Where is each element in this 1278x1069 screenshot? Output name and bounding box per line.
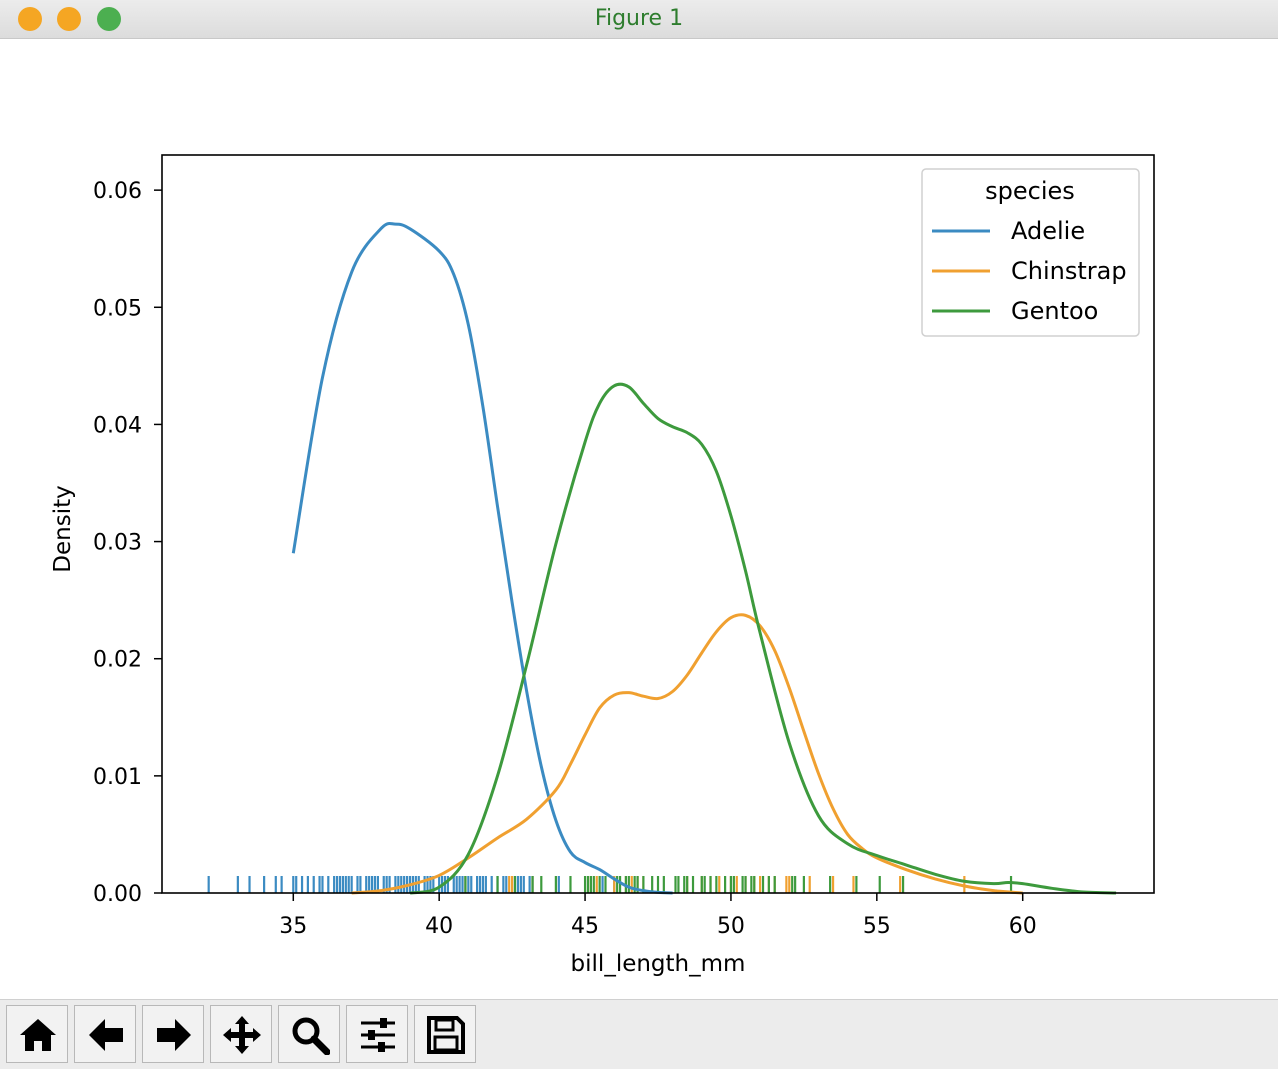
legend-label-gentoo: Gentoo [1011,297,1098,325]
arrow-left-icon [89,1019,123,1051]
legend-label-chinstrap: Chinstrap [1011,257,1127,285]
close-window-button[interactable] [18,7,42,31]
y-tick-label: 0.03 [93,531,142,556]
figure-canvas[interactable]: 35 40 45 50 55 60 0.00 0.01 0.02 0.03 0.04 0.05 0.0… [0,39,1278,999]
x-tick-label: 40 [425,914,453,939]
density-plot: 35 40 45 50 55 60 0.000.010.020.030.040.050.0… [50,154,1155,977]
x-tick-label: 60 [1009,914,1037,939]
navigation-toolbar [0,999,1278,1069]
zoom-window-button[interactable] [97,7,121,31]
y-tick-label: 0.06 [93,179,142,204]
forward-button[interactable] [142,1005,204,1063]
series-line-chinstrap [351,613,1023,895]
y-axis: 0.00 0.01 0.02 0.03 0.04 0.05 0.06 [93,179,162,907]
window-title: Figure 1 [594,6,684,31]
x-tick-label: 50 [717,914,745,939]
y-axis-label: Density [50,485,76,572]
arrow-right-icon [157,1019,191,1051]
kde-lines [291,221,1117,895]
search-icon [292,1017,330,1055]
legend: species Adelie Chinstrap Gentoo [921,168,1140,337]
y-tick-label: 0.02 [93,648,142,673]
rug-marks [207,876,1013,893]
series-line-adelie [291,221,673,895]
sliders-icon [361,1018,395,1052]
minimize-window-button[interactable] [57,7,81,31]
legend-title: species [985,177,1075,205]
x-tick-label: 35 [279,914,307,939]
y-tick-label: 0.04 [93,413,142,438]
home-button[interactable] [6,1005,68,1063]
move-icon [223,1016,261,1054]
legend-box [921,168,1140,337]
y-tick-label: 0.00 [93,882,142,907]
zoom-button[interactable] [278,1005,340,1063]
legend-label-adelie: Adelie [1011,217,1085,245]
x-tick-label: 55 [863,914,891,939]
x-tick-label: 45 [571,914,599,939]
configure-subplots-button[interactable] [346,1005,408,1063]
series-line-gentoo [409,382,1117,895]
back-button[interactable] [74,1005,136,1063]
y-tick-label: 0.05 [93,296,142,321]
x-axis: 35 40 45 50 55 60 [279,893,1037,939]
plot-area [161,154,1155,894]
pan-button[interactable] [210,1005,272,1063]
save-button[interactable] [414,1005,476,1063]
x-axis-label: bill_length_mm [571,951,746,977]
title-bar[interactable]: Figure 1 [0,0,1278,39]
save-icon [427,1016,465,1054]
home-icon [20,1019,56,1051]
y-tick-label: 0.01 [93,765,142,790]
